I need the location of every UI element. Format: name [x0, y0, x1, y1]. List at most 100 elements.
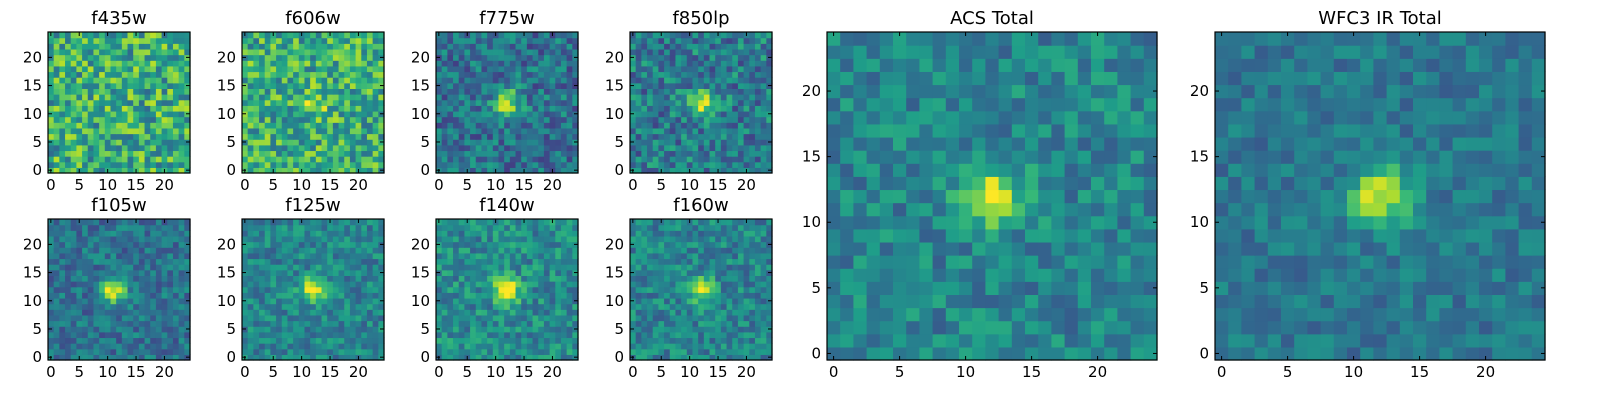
heatmap-cell [293, 156, 300, 163]
heatmap-cell [669, 167, 677, 174]
heatmap-cell [327, 77, 334, 84]
heatmap-cell [481, 127, 488, 135]
heatmap-cell [543, 48, 551, 56]
heatmap-cell [532, 37, 539, 44]
heatmap-cell [366, 252, 374, 260]
heatmap-cell [726, 65, 733, 73]
heatmap-cell [509, 122, 517, 129]
heatmap-cell [161, 235, 168, 243]
heatmap-cell [53, 309, 60, 316]
heatmap-cell [138, 230, 146, 237]
heatmap-cell [766, 122, 773, 129]
heatmap-cell [121, 150, 129, 157]
heatmap-cell [87, 241, 95, 248]
heatmap-cell [287, 82, 294, 89]
heatmap-cell [293, 337, 300, 344]
heatmap-cell [53, 110, 60, 118]
heatmap-cell [293, 314, 300, 322]
heatmap-cell [532, 60, 539, 67]
heatmap-cell [48, 224, 55, 231]
heatmap-cell [686, 303, 694, 310]
heatmap-cell [293, 241, 300, 248]
heatmap-cell [332, 326, 340, 333]
heatmap-cell [65, 127, 72, 135]
heatmap-cell [458, 116, 465, 123]
heatmap-cell [281, 127, 289, 135]
heatmap-cell [464, 54, 471, 61]
heatmap-cell [127, 88, 134, 95]
heatmap-cell [281, 105, 289, 112]
heatmap-cell [532, 320, 539, 327]
heatmap-cell [726, 122, 733, 129]
heatmap-cell [641, 309, 648, 316]
heatmap-cell [566, 99, 573, 106]
heatmap-cell [549, 144, 556, 152]
heatmap-cell [737, 32, 745, 39]
heatmap-cell [487, 48, 494, 56]
heatmap-cell [332, 37, 340, 44]
heatmap-cell [647, 43, 654, 50]
heatmap-cell [372, 54, 379, 61]
heatmap-cell [82, 230, 89, 237]
heatmap-cell [715, 292, 722, 299]
heatmap-cell [298, 161, 306, 168]
heatmap-cell [264, 105, 271, 112]
heatmap-cell [178, 32, 185, 39]
heatmap-cell [253, 156, 260, 163]
heatmap-cell [372, 292, 379, 299]
heatmap-cell [681, 303, 688, 310]
heatmap-cell [720, 71, 728, 78]
heatmap-cell [509, 139, 517, 146]
heatmap-cell [338, 258, 345, 265]
heatmap-cell [726, 161, 733, 168]
heatmap-cell [681, 60, 688, 67]
heatmap-cell [566, 320, 573, 327]
heatmap-cell [133, 105, 140, 112]
heatmap-cell [372, 252, 379, 260]
heatmap-cell [652, 37, 659, 44]
heatmap-cell [532, 105, 539, 112]
heatmap-cell [754, 110, 762, 118]
heatmap-cell [253, 77, 260, 84]
heatmap-cell [698, 65, 705, 73]
heatmap-cell [281, 343, 289, 350]
heatmap-cell [658, 116, 665, 123]
heatmap-cell [658, 150, 665, 157]
heatmap-cell [658, 343, 665, 350]
heatmap-cell [344, 94, 351, 101]
heatmap-cell [703, 320, 711, 327]
heatmap-cell [464, 320, 471, 327]
heatmap-cell [93, 156, 100, 163]
heatmap-cell [349, 354, 357, 361]
heatmap-cell [664, 286, 671, 293]
heatmap-cell [82, 337, 89, 344]
heatmap-cell [65, 219, 72, 226]
heatmap-cell [138, 133, 146, 140]
heatmap-cell [366, 320, 374, 327]
heatmap-cell [498, 37, 505, 44]
heatmap-cell [743, 292, 750, 299]
heatmap-cell [664, 297, 671, 305]
heatmap-cell [509, 65, 517, 73]
heatmap-cell [447, 343, 454, 350]
heatmap-cell [321, 150, 328, 157]
x-tick-label: 5 [462, 363, 472, 381]
heatmap-cell [167, 110, 174, 118]
heatmap-cell [560, 219, 568, 226]
heatmap-cell [726, 105, 733, 112]
heatmap-cell [737, 309, 745, 316]
heatmap-cell [344, 167, 351, 174]
heatmap-cell [116, 269, 123, 276]
heatmap-cell [630, 116, 637, 123]
heatmap-cell [93, 343, 100, 350]
heatmap-cell [310, 37, 317, 44]
heatmap-cell [70, 77, 77, 84]
heatmap-cell [686, 331, 694, 339]
heatmap-cell [470, 133, 477, 140]
heatmap-cell [332, 43, 340, 50]
heatmap-cell [754, 37, 762, 44]
heatmap-cell [150, 88, 157, 95]
heatmap-cell [287, 150, 294, 157]
heatmap-cell [709, 161, 716, 168]
heatmap-cell [703, 144, 711, 152]
